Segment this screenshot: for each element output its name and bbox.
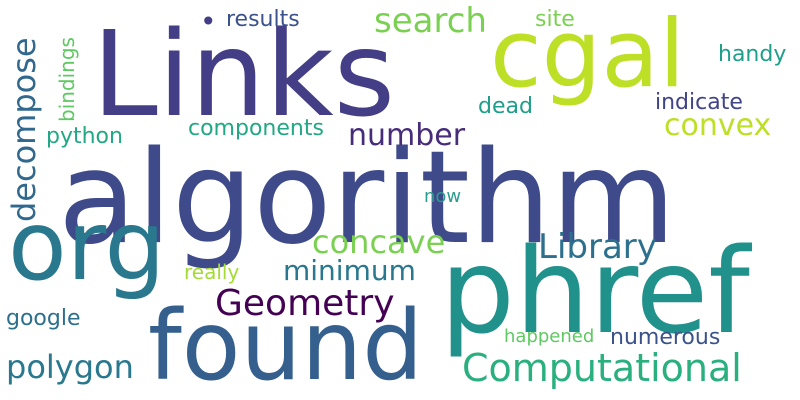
- dot-mark: •: [200, 5, 217, 38]
- word-minimum: minimum: [283, 254, 416, 287]
- word-concave: concave: [312, 223, 446, 261]
- word-found: found: [148, 290, 424, 400]
- word-indicate: indicate: [655, 90, 743, 115]
- word-components: components: [188, 116, 324, 141]
- word-geometry: Geometry: [215, 283, 395, 324]
- word-computational: Computational: [462, 346, 742, 390]
- word-org: org: [8, 190, 166, 302]
- word-search: search: [374, 1, 487, 41]
- word-cgal: cgal: [490, 0, 686, 109]
- word-library: Library: [538, 227, 657, 267]
- word-python: python: [46, 124, 123, 149]
- word-algorithm: algorithm: [58, 124, 676, 273]
- word-phref: phref: [440, 222, 750, 360]
- word-numerous: numerous: [610, 325, 721, 350]
- word-bindings: bindings: [55, 37, 79, 122]
- word-decompose: decompose: [5, 37, 43, 222]
- word-happened: happened: [504, 326, 595, 347]
- word-google: google: [6, 306, 81, 331]
- word-site: site: [535, 7, 575, 32]
- word-now: now: [424, 186, 462, 207]
- word-handy: handy: [718, 42, 787, 67]
- word-number: number: [348, 118, 466, 153]
- word-really: really: [184, 260, 240, 284]
- word-results: results: [226, 7, 300, 32]
- word-dead: dead: [478, 94, 533, 119]
- word-convex: convex: [664, 108, 772, 143]
- word-links: Links: [92, 5, 396, 143]
- word-polygon: polygon: [6, 348, 134, 386]
